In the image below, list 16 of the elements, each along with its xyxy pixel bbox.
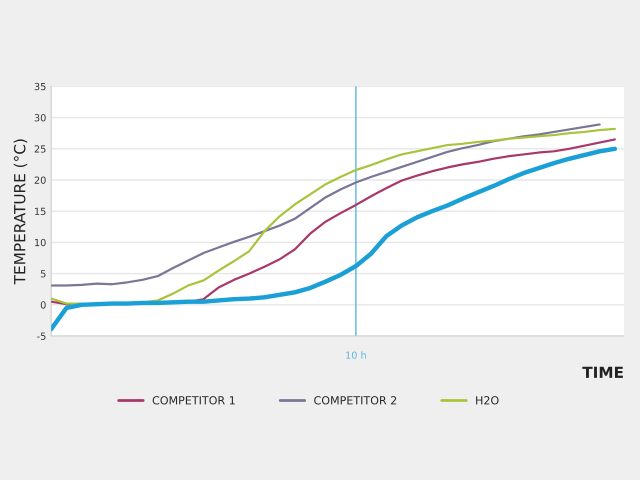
line-series [51, 146, 618, 332]
y-tick-label: 30 [34, 114, 46, 122]
y-tick-label: 20 [34, 176, 46, 184]
y-tick-label: -5 [37, 332, 46, 340]
legend-label: COMPETITOR 1 [152, 396, 235, 405]
y-tick-label: 35 [34, 82, 46, 90]
legend-label: COMPETITOR 2 [314, 396, 396, 405]
x-tick-label: 10 h [346, 351, 366, 359]
y-axis-title: TEMPERATURE (°C) [14, 139, 28, 284]
y-tick-label: 15 [35, 208, 46, 216]
x-axis-title: TIME [582, 366, 623, 378]
y-tick-label: 5 [40, 270, 46, 278]
y-tick-label: 10 [35, 238, 46, 246]
y-tick-label: 25 [34, 145, 46, 153]
legend-label: H2O [476, 396, 499, 405]
y-tick-label: 0 [40, 301, 46, 309]
